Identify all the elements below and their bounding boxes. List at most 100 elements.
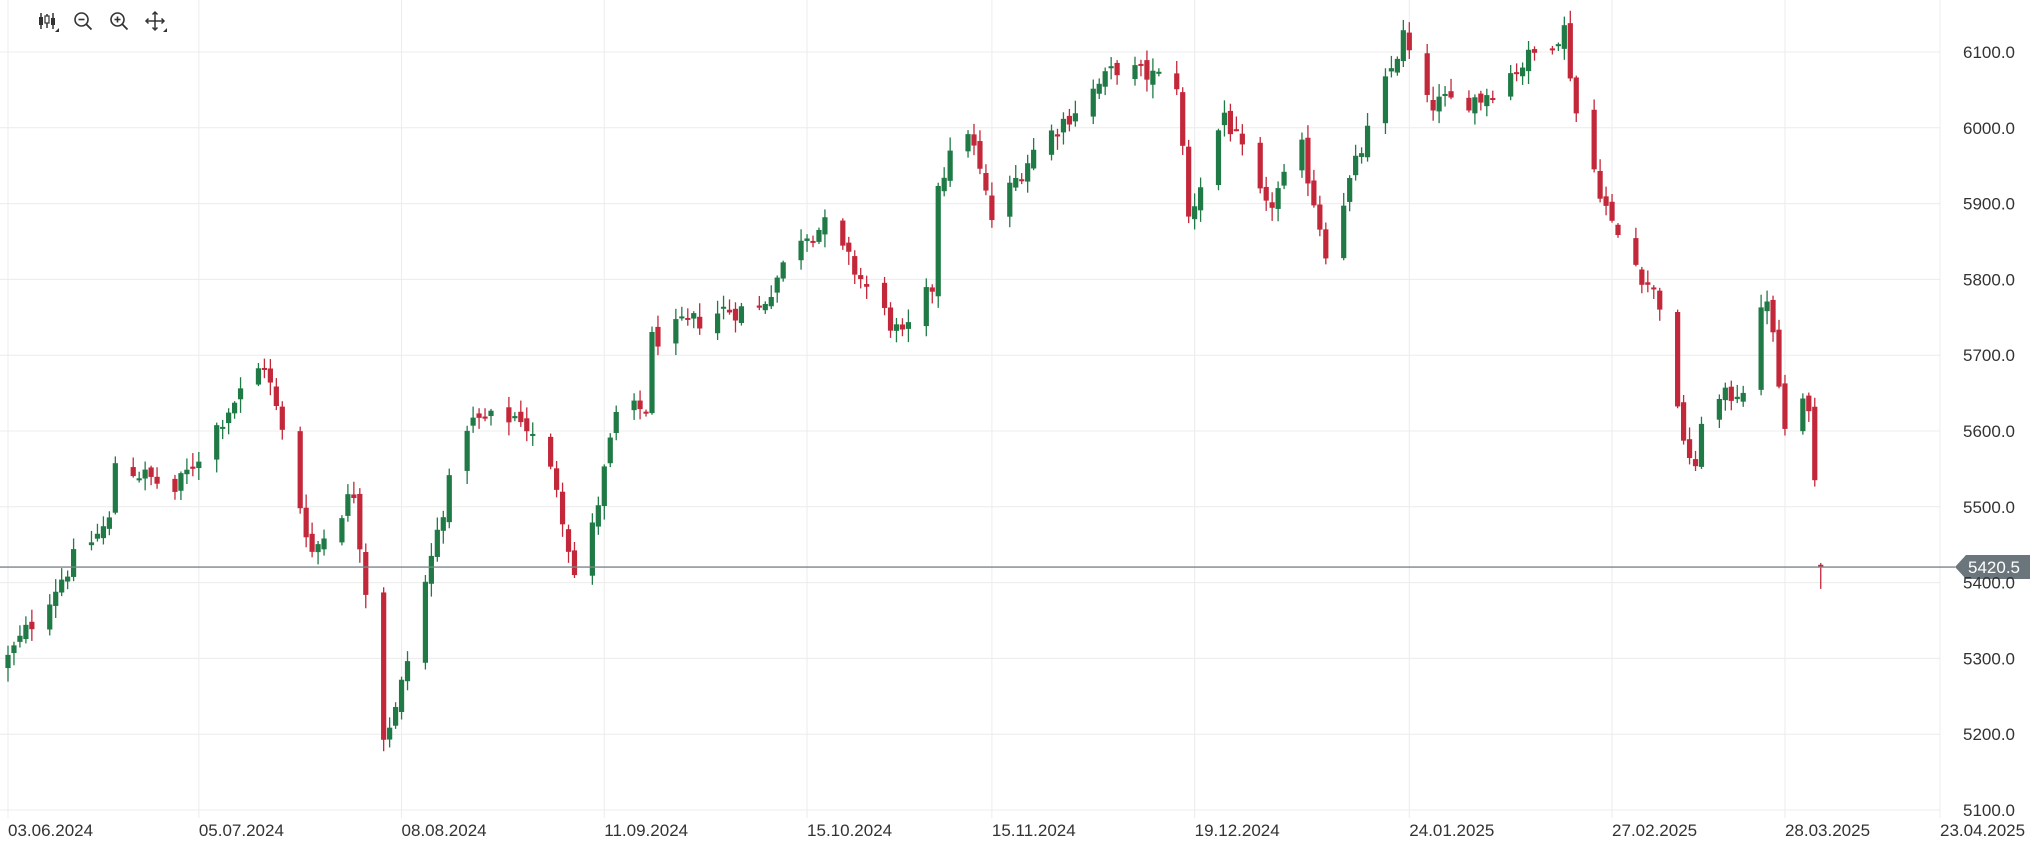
candle-body	[1734, 396, 1740, 400]
candle-body	[768, 297, 774, 307]
candle-body	[1615, 224, 1621, 236]
pan-button[interactable]	[142, 8, 168, 34]
candle-body	[196, 461, 202, 469]
candle-body	[345, 494, 351, 516]
candle-body	[363, 552, 369, 595]
chart-type-button[interactable]	[34, 8, 60, 34]
zoom-out-button[interactable]	[70, 8, 96, 34]
candle-body	[1740, 392, 1746, 402]
candle-body	[1430, 99, 1436, 111]
y-tick-label: 6000.0	[1963, 119, 2015, 138]
candle-body	[983, 173, 989, 191]
candle-body	[1096, 83, 1102, 94]
candle-body	[941, 177, 947, 192]
candle-body	[756, 305, 762, 308]
candle-body	[47, 604, 53, 630]
candle-body	[1192, 206, 1198, 220]
candle-body	[351, 494, 357, 499]
candle-body	[840, 220, 846, 246]
candle-body	[565, 529, 572, 552]
candle-body	[1317, 204, 1323, 230]
candle-body	[1519, 67, 1526, 77]
candle-body	[70, 549, 77, 577]
candle-body	[1060, 118, 1067, 133]
candle-body	[1299, 139, 1305, 171]
candle-body	[59, 579, 65, 593]
candle-body	[1675, 312, 1681, 407]
candle-body	[929, 287, 935, 292]
candle-body	[1019, 179, 1025, 182]
candle-body	[100, 526, 107, 539]
chart-toolbar	[34, 8, 168, 34]
candle-body	[1603, 196, 1609, 206]
candle-body	[1525, 49, 1532, 72]
candle-body	[1639, 269, 1645, 285]
x-tick-label: 08.08.2024	[402, 821, 487, 840]
zoom-out-icon	[74, 12, 93, 31]
candle-body	[446, 475, 452, 523]
candle-body	[1227, 110, 1234, 135]
candle-body	[947, 150, 953, 181]
candle-body	[17, 635, 23, 642]
zoom-in-button[interactable]	[106, 8, 132, 34]
candle-body	[691, 313, 697, 319]
candle-body	[1442, 93, 1448, 96]
candle-body	[226, 412, 232, 424]
candle-body	[315, 544, 321, 553]
candle-body	[822, 217, 828, 235]
candle-body	[649, 332, 655, 414]
y-tick-label: 5100.0	[1963, 801, 2015, 820]
candle-body	[595, 505, 601, 527]
candle-body	[1782, 383, 1788, 429]
y-tick-label: 5800.0	[1963, 270, 2015, 289]
candle-body	[470, 417, 476, 426]
y-axis: 5100.0 5200.0 5300.0 5400.0 5500.0 5600.0 5700…	[1963, 43, 2015, 820]
candle-body	[1633, 238, 1639, 265]
candle-body	[1573, 77, 1579, 114]
candle-body	[1657, 290, 1663, 310]
grid	[0, 0, 1941, 818]
candle-body	[1132, 65, 1138, 80]
candle-body	[613, 411, 619, 433]
candle-body	[273, 386, 279, 407]
candle-body	[1424, 53, 1430, 95]
candle-body	[1054, 134, 1061, 137]
candle-body	[1770, 299, 1776, 333]
candle-body	[1388, 68, 1395, 72]
candle-body	[154, 476, 160, 484]
dropdown-corner-icon	[55, 28, 59, 32]
candle-body	[1698, 423, 1705, 467]
candle-body	[1186, 146, 1192, 217]
candle-body	[780, 262, 786, 279]
x-tick-label: 27.02.2025	[1612, 821, 1697, 840]
candlestick-type-icon	[39, 13, 55, 29]
candle-body	[1358, 153, 1365, 157]
candle-body	[1561, 25, 1567, 49]
candle-body	[553, 468, 560, 490]
candle-body	[530, 433, 536, 436]
x-tick-label: 15.10.2024	[807, 821, 892, 840]
candle-body	[1275, 188, 1281, 209]
candle-body	[392, 707, 399, 726]
candle-body	[398, 679, 405, 713]
candle-body	[53, 591, 59, 606]
candle-body	[267, 368, 273, 383]
candle-body	[1323, 229, 1329, 259]
candle-body	[1514, 72, 1520, 75]
candle-body	[422, 581, 429, 663]
y-tick-label: 5500.0	[1963, 498, 2015, 517]
candle-body	[214, 425, 220, 460]
candle-body	[1591, 109, 1597, 170]
candle-body	[130, 467, 136, 477]
candle-body	[1281, 171, 1287, 186]
candle-body	[1645, 282, 1651, 285]
candle-body	[148, 467, 154, 477]
pan-move-icon	[144, 10, 166, 32]
candle-body	[881, 282, 888, 308]
candle-body	[1138, 63, 1144, 66]
candle-body	[1812, 406, 1818, 481]
y-tick-label: 5600.0	[1963, 422, 2015, 441]
candle-body	[816, 229, 822, 242]
